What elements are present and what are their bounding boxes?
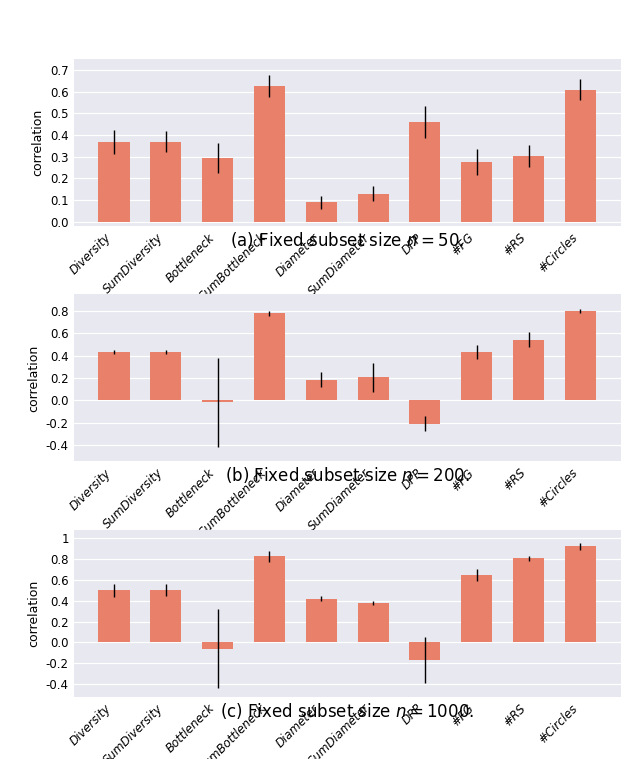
Bar [461,575,492,642]
Bar [150,352,181,400]
Y-axis label: correlation: correlation [27,580,40,647]
Bar [565,546,596,642]
Text: (c) Fixed subset size $n = 1000$.: (c) Fixed subset size $n = 1000$. [220,701,474,720]
Bar [150,590,181,642]
Bar [513,559,544,642]
Y-axis label: correlation: correlation [27,345,40,411]
Bar [410,642,440,660]
Y-axis label: correlation: correlation [31,109,45,176]
X-axis label: measure: measure [320,542,374,555]
Bar [150,142,181,222]
Bar [358,377,388,400]
Bar [99,352,129,400]
Bar [254,313,285,400]
Bar [358,194,388,222]
Text: (a) Fixed subset size $n = 50$.: (a) Fixed subset size $n = 50$. [230,230,464,250]
Bar [306,599,337,642]
Bar [565,311,596,400]
Bar [254,556,285,642]
Bar [358,603,388,642]
X-axis label: measure: measure [320,307,374,320]
Bar [202,642,233,649]
Bar [410,122,440,222]
Bar [99,591,129,642]
Bar [513,156,544,222]
Bar [461,352,492,400]
Bar [202,158,233,222]
Bar [306,380,337,400]
Bar [99,142,129,222]
Bar [513,339,544,400]
Bar [306,203,337,222]
Bar [565,90,596,222]
Bar [461,162,492,222]
Text: (b) Fixed subset size $n = 200$.: (b) Fixed subset size $n = 200$. [225,465,470,485]
Bar [254,87,285,222]
Bar [202,400,233,402]
Bar [410,400,440,424]
